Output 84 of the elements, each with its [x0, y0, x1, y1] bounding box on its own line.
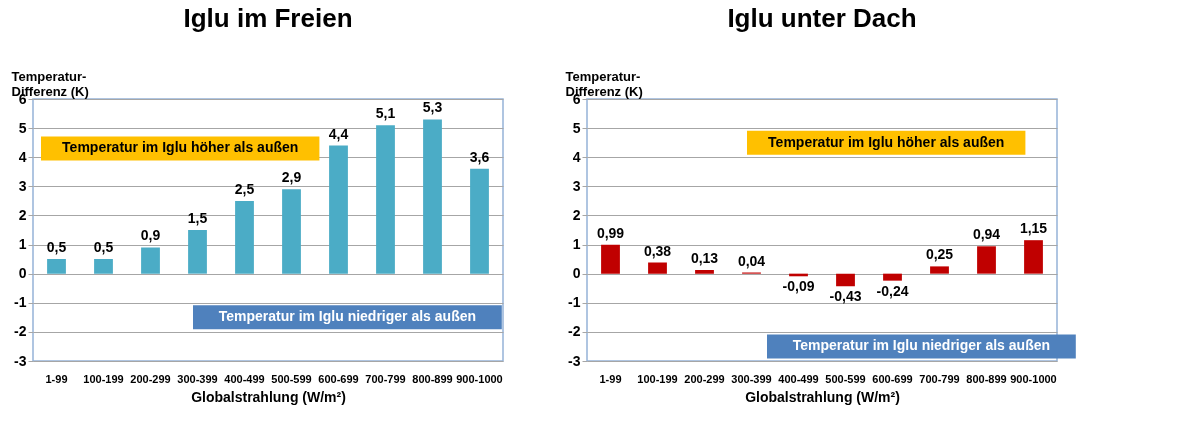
x-axis-title: Globalstrahlung (W/m²) — [745, 388, 900, 405]
x-tick-label: 600-699 — [318, 372, 359, 385]
x-tick-label: 200-299 — [684, 372, 725, 385]
data-label: 4,4 — [328, 125, 349, 142]
bar — [930, 266, 949, 274]
data-label: 3,6 — [469, 148, 490, 165]
x-tick-label: 900-1000 — [1010, 372, 1057, 385]
x-axis-title: Globalstrahlung (W/m²) — [191, 388, 346, 405]
x-tick-label: 100-199 — [637, 372, 678, 385]
x-tick-label: 1-99 — [45, 372, 68, 385]
x-tick-label: 800-899 — [966, 372, 1007, 385]
y-tick-label: -2 — [14, 323, 27, 340]
data-label: 0,13 — [690, 249, 719, 266]
data-label: 0,5 — [46, 239, 67, 256]
y-tick-label: 1 — [18, 236, 27, 253]
y-tick-label: -3 — [568, 352, 581, 369]
annotation: Temperatur im Iglu niedriger als außen — [218, 308, 477, 325]
data-label: 2,5 — [234, 180, 255, 197]
y-tick-label: 3 — [18, 177, 27, 194]
y-tick-label: 4 — [572, 148, 581, 165]
bar — [376, 125, 395, 274]
bar — [883, 273, 902, 281]
x-tick-label: 400-499 — [778, 372, 819, 385]
y-tick-label: 2 — [572, 206, 581, 223]
bar — [977, 246, 996, 274]
x-tick-label: 700-799 — [919, 372, 960, 385]
bar — [470, 168, 489, 274]
bar — [94, 259, 113, 274]
y-tick-label: 5 — [18, 119, 27, 136]
bar — [188, 230, 207, 274]
data-label: 1,5 — [187, 210, 208, 226]
data-label: 0,5 — [93, 239, 114, 256]
y-tick-label: 4 — [18, 148, 27, 165]
data-label: -0,24 — [876, 282, 909, 299]
x-tick-label: 900-1000 — [456, 372, 503, 385]
data-label: 5,3 — [422, 99, 443, 116]
bar — [282, 189, 301, 274]
bar — [601, 244, 620, 274]
x-tick-label: 300-399 — [177, 372, 218, 385]
data-label: 1,15 — [1019, 220, 1048, 237]
x-tick-label: 100-199 — [83, 372, 124, 385]
x-tick-label: 400-499 — [224, 372, 265, 385]
data-label: 5,1 — [375, 105, 396, 122]
data-label: 0,99 — [596, 224, 625, 241]
data-label: -0,09 — [782, 278, 815, 295]
bar — [1024, 240, 1043, 274]
chart-title: Iglu unter Dach — [727, 3, 917, 33]
y-tick-label: 0 — [572, 265, 581, 282]
bar — [648, 262, 667, 274]
y-tick-label: 3 — [572, 177, 581, 194]
data-label: 0,38 — [643, 242, 672, 259]
y-tick-label: 5 — [572, 119, 581, 136]
bar — [423, 119, 442, 274]
y-tick-label: -1 — [568, 294, 581, 311]
data-label: 0,9 — [140, 227, 161, 244]
annotation: Temperatur im Iglu höher als außen — [62, 139, 299, 156]
data-label: 2,9 — [281, 169, 302, 186]
x-tick-label: 700-799 — [365, 372, 406, 385]
bar — [695, 269, 714, 274]
data-label: -0,43 — [829, 288, 862, 305]
y-tick-label: 0 — [18, 265, 27, 282]
bar — [235, 200, 254, 274]
data-label: 0,94 — [972, 226, 1001, 243]
annotation: Temperatur im Iglu niedriger als außen — [792, 337, 1051, 354]
y-tick-label: -1 — [14, 294, 27, 311]
bar — [329, 145, 348, 274]
y-tick-label: 2 — [18, 206, 27, 223]
bar — [47, 259, 66, 274]
annotation: Temperatur im Iglu höher als außen — [768, 133, 1005, 150]
x-tick-label: 600-699 — [872, 372, 913, 385]
x-tick-label: 200-299 — [130, 372, 171, 385]
data-label: 0,25 — [925, 246, 954, 263]
x-tick-label: 500-599 — [271, 372, 312, 385]
bar — [836, 273, 855, 287]
x-tick-label: 800-899 — [412, 372, 453, 385]
y-tick-label: -3 — [14, 352, 27, 369]
x-tick-label: 300-399 — [731, 372, 772, 385]
x-tick-label: 500-599 — [825, 372, 866, 385]
chart-title: Iglu im Freien — [183, 3, 353, 33]
bar — [141, 247, 160, 274]
data-label: 0,04 — [737, 252, 766, 269]
x-tick-label: 1-99 — [599, 372, 622, 385]
y-tick-label: -2 — [568, 323, 581, 340]
y-tick-label: 1 — [572, 236, 581, 253]
